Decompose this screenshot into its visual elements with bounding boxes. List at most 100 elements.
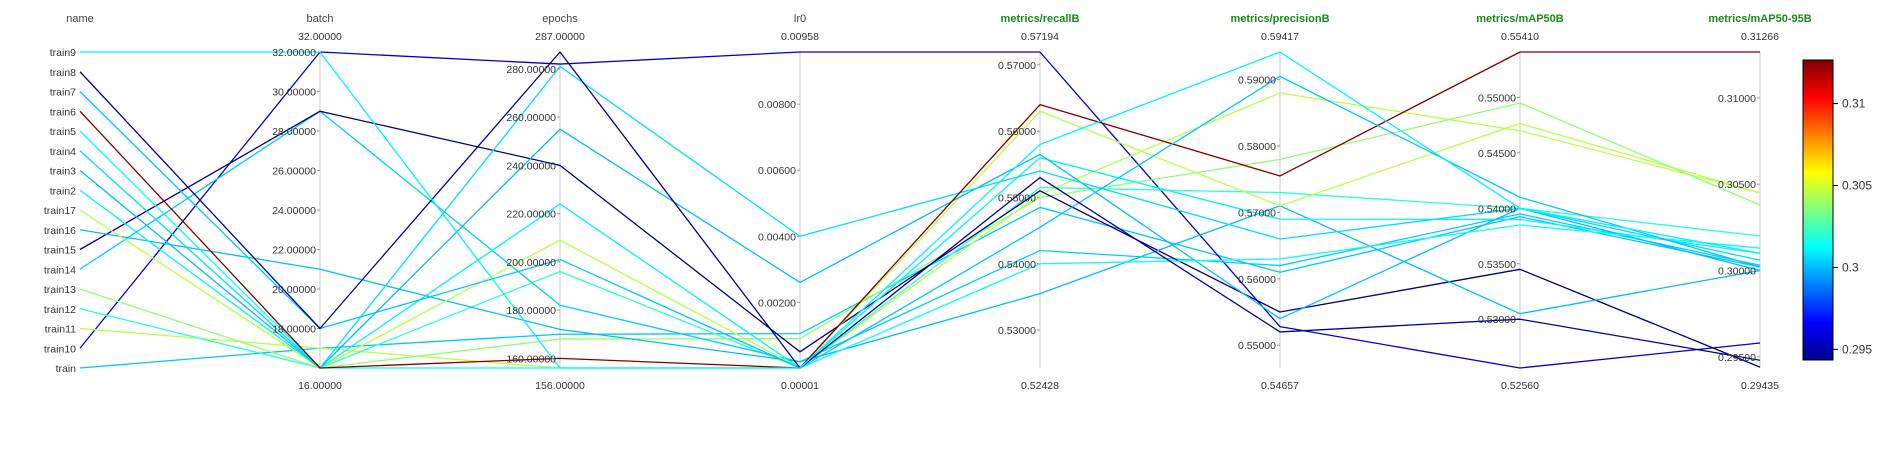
tick-label: 0.59000 — [1238, 75, 1276, 87]
tick-label: 0.55000 — [998, 192, 1036, 204]
axis-max-label-batch: 32.00000 — [298, 31, 342, 43]
tick-label: 0.29500 — [1718, 352, 1756, 364]
tick-label: 0.54000 — [1478, 203, 1516, 215]
series-line-train11 — [79, 92, 1761, 369]
tick-label: 0.30500 — [1718, 179, 1756, 191]
tick-label: 0.57000 — [998, 60, 1036, 72]
axis-max-label-recall: 0.57194 — [1021, 31, 1059, 43]
axis-title-name: name — [66, 13, 94, 25]
category-label: train14 — [44, 264, 76, 276]
axis-max-label-epochs: 287.00000 — [535, 31, 585, 43]
category-label: train17 — [44, 205, 76, 217]
series-line-train4 — [79, 65, 1761, 369]
category-label: train13 — [44, 284, 76, 296]
tick-label: 0.56000 — [1238, 274, 1276, 286]
axis-min-label-lr0: 0.00001 — [781, 380, 819, 392]
category-label: train5 — [50, 126, 76, 138]
category-label: train2 — [50, 185, 76, 197]
axis-labels: name train train10 train11 train12 train13 tra… — [44, 13, 1812, 392]
axis-title-precision: metrics/precisionB — [1230, 13, 1329, 25]
axis-min-label-map50: 0.52560 — [1501, 380, 1539, 392]
series-line-train3 — [79, 128, 1761, 369]
axis-max-label-map50: 0.55410 — [1501, 31, 1539, 43]
series-line-train5 — [79, 130, 1761, 369]
axis-max-label-lr0: 0.00958 — [781, 31, 819, 43]
colorbar-tick-label: 0.305 — [1842, 179, 1872, 193]
tick-label: 0.00600 — [758, 165, 796, 177]
category-label: train — [56, 363, 77, 375]
tick-label: 220.00000 — [506, 209, 556, 221]
axis-max-label-map5095: 0.31266 — [1741, 31, 1779, 43]
tick-label: 0.00400 — [758, 231, 796, 243]
tick-label: 0.00200 — [758, 297, 796, 309]
colorbar-tick-label: 0.3 — [1842, 260, 1859, 274]
category-label: train10 — [44, 343, 76, 355]
series-line-train7 — [79, 75, 1761, 369]
colorbar-tick-label: 0.295 — [1842, 342, 1872, 356]
tick-label: 0.55000 — [1478, 92, 1516, 104]
axis-title-epochs: epochs — [542, 13, 578, 25]
tick-label: 18.00000 — [272, 324, 316, 336]
series-line-train9 — [80, 51, 1761, 369]
axis-min-label-precision: 0.54657 — [1261, 380, 1299, 392]
series-lines — [79, 51, 1761, 369]
series-line-train6 — [79, 51, 1760, 369]
tick-label: 0.53000 — [1478, 314, 1516, 326]
category-label: train7 — [50, 87, 76, 99]
tick-label: 28.00000 — [272, 126, 316, 138]
tick-label: 0.53500 — [1478, 259, 1516, 271]
axes-layer — [317, 51, 1761, 368]
axis-title-batch: batch — [307, 13, 334, 25]
tick-label: 200.00000 — [506, 257, 556, 269]
tick-label: 240.00000 — [506, 160, 556, 172]
series-line-train13 — [79, 102, 1761, 369]
axis-title-recall: metrics/recallB — [1001, 13, 1080, 25]
tick-label: 0.31000 — [1718, 93, 1756, 105]
category-label: train12 — [44, 304, 76, 316]
axis-title-lr0: lr0 — [794, 13, 806, 25]
series-line-train2 — [79, 157, 1761, 369]
axis-min-label-recall: 0.52428 — [1021, 380, 1059, 392]
tick-label: 180.00000 — [506, 305, 556, 317]
axis-min-label-map5095: 0.29435 — [1741, 380, 1779, 392]
category-label: train11 — [45, 324, 76, 336]
tick-label: 0.56000 — [998, 126, 1036, 138]
tick-label: 280.00000 — [506, 64, 556, 76]
axis-min-label-batch: 16.00000 — [298, 380, 342, 392]
tick-label: 0.53000 — [998, 325, 1036, 337]
tick-label: 0.55000 — [1238, 340, 1276, 352]
category-label: train6 — [50, 106, 76, 118]
category-label: train4 — [50, 146, 76, 158]
series-line-train10 — [79, 51, 1761, 369]
series-line-train — [79, 206, 1761, 369]
category-label: train9 — [50, 47, 76, 59]
tick-label: 160.00000 — [506, 353, 556, 365]
category-label: train8 — [50, 67, 76, 79]
series-line-train15 — [79, 110, 1761, 368]
series-line-train8 — [79, 51, 1761, 369]
category-label: train3 — [50, 166, 76, 178]
colorbar: 0.31 0.305 0.3 0.295 — [1802, 59, 1872, 361]
axis-min-label-epochs: 156.00000 — [535, 380, 585, 392]
colorbar-gradient — [1802, 59, 1834, 361]
tick-label: 260.00000 — [506, 112, 556, 124]
axis-title-map50: metrics/mAP50B — [1476, 13, 1563, 25]
tick-label: 22.00000 — [272, 245, 316, 257]
tick-label: 26.00000 — [272, 166, 316, 178]
tick-label: 0.58000 — [1238, 141, 1276, 153]
tick-label: 0.54000 — [998, 259, 1036, 271]
category-label: train16 — [44, 225, 76, 237]
axis-title-map5095: metrics/mAP50-95B — [1708, 13, 1811, 25]
tick-label: 24.00000 — [272, 205, 316, 217]
tick-label: 32.00000 — [272, 47, 316, 59]
series-line-train12 — [79, 186, 1761, 369]
series-line-train17 — [79, 110, 1761, 369]
tick-label: 0.00800 — [758, 99, 796, 111]
series-line-train16 — [79, 205, 1761, 363]
tick-label: 0.30000 — [1718, 265, 1756, 277]
series-line-train14 — [79, 110, 1761, 363]
tick-label: 0.57000 — [1238, 207, 1276, 219]
colorbar-tick-label: 0.31 — [1842, 97, 1866, 111]
tick-label: 20.00000 — [272, 284, 316, 296]
